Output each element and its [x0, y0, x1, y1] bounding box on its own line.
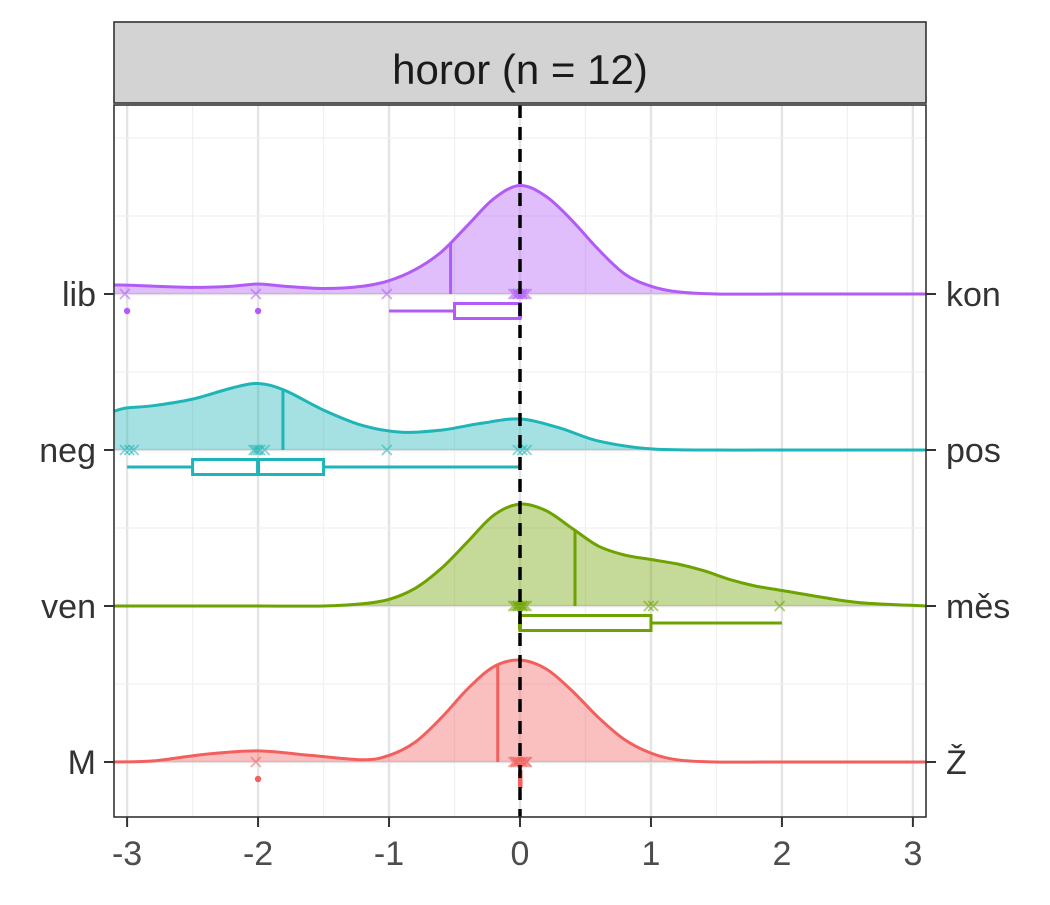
jitter-point — [381, 444, 393, 456]
x-tick-label: 0 — [511, 835, 530, 873]
density-line — [114, 502, 927, 608]
jitter-point — [250, 444, 262, 456]
x-tick-label: 1 — [642, 835, 661, 873]
y-label-right: kon — [946, 276, 1001, 314]
jitter-point — [507, 288, 520, 300]
jitter-point — [647, 600, 659, 612]
axes: -3 -2 -1 0 1 2 3 lib kon neg pos ven měs M Ž — [39, 276, 1010, 873]
jitter-point — [252, 444, 264, 456]
x-tick-label: 2 — [772, 835, 791, 873]
facet-title: horor (n = 12) — [392, 46, 648, 93]
y-label-right: pos — [946, 432, 1001, 470]
box-iqr — [518, 614, 653, 632]
y-label-right: Ž — [946, 744, 967, 782]
jitter-point — [128, 444, 140, 456]
y-label-left: ven — [41, 588, 96, 626]
facet-strip — [113, 21, 927, 104]
jitter-point — [516, 600, 528, 612]
x-tick-label: 3 — [903, 835, 922, 873]
y-label-right: měs — [946, 588, 1010, 626]
jitter-point — [643, 600, 655, 612]
y-label-left: M — [68, 744, 96, 782]
x-tick-label: -1 — [374, 835, 404, 873]
density-area — [114, 383, 926, 451]
outlier-point — [123, 307, 131, 315]
jitter-point — [774, 600, 786, 612]
outlier-point — [254, 307, 262, 315]
density-line — [113, 381, 926, 452]
y-label-left: lib — [62, 276, 96, 314]
jitter-point — [507, 756, 520, 768]
x-tick-label: -2 — [243, 835, 273, 873]
jitter-point — [520, 444, 533, 456]
jitter-point — [512, 600, 524, 612]
jitter-point — [250, 756, 262, 768]
jitter-point — [507, 600, 520, 612]
jitter-point — [119, 288, 131, 300]
jitter-point — [250, 288, 262, 300]
outlier-point — [254, 775, 262, 783]
x-tick-label: -3 — [112, 835, 142, 873]
jitter-point — [119, 444, 131, 456]
jitter-point — [520, 756, 533, 768]
density-line — [113, 183, 926, 296]
box-iqr — [453, 302, 522, 320]
y-label-left: neg — [39, 432, 96, 470]
jitter-point — [381, 288, 393, 300]
density-line — [113, 658, 926, 764]
jitter-point — [248, 444, 260, 456]
jitter-point — [123, 444, 135, 456]
ridge-row-neg — [113, 381, 926, 476]
